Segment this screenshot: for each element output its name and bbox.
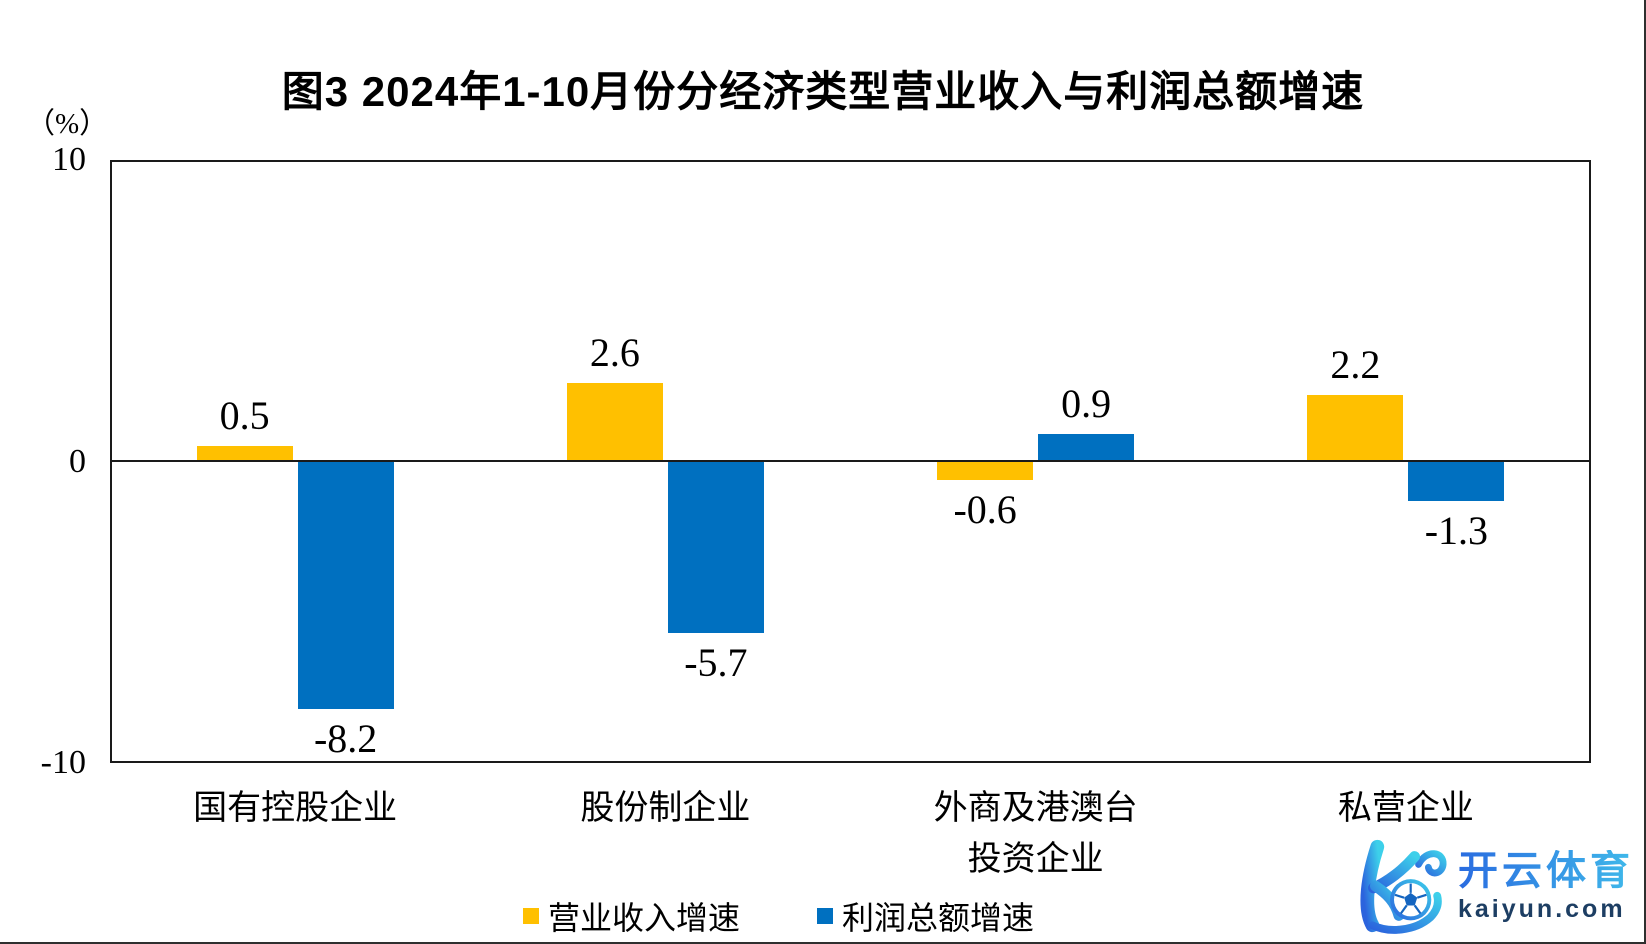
category-label-group3: 外商及港澳台 投资企业 xyxy=(933,790,1138,878)
y-axis-unit-label: （%） xyxy=(26,108,109,140)
bar-series2-group1 xyxy=(297,461,394,709)
legend-label-profit: 利润总额增速 xyxy=(842,900,1035,936)
bar-value-label-series2-group3: 0.9 xyxy=(1061,381,1112,427)
bar-value-label-series1-group3: -0.6 xyxy=(953,486,1017,532)
legend-swatch-profit xyxy=(817,908,833,924)
bar-series1-group1 xyxy=(196,446,293,462)
bar-value-label-series2-group2: -5.7 xyxy=(684,640,748,686)
bar-series1-group3 xyxy=(937,461,1034,480)
y-axis-tick--10: -10 xyxy=(40,744,86,781)
watermark-domain: kaiyun.com xyxy=(1458,894,1626,923)
bar-series1-group2 xyxy=(566,383,663,462)
watermark-text: 开云体育 kaiyun.com xyxy=(1458,850,1634,922)
kaiyun-logo-icon xyxy=(1360,839,1447,934)
bar-value-label-series2-group4: -1.3 xyxy=(1424,507,1489,553)
category-label-group2: 股份制企业 xyxy=(580,790,751,827)
legend-item-revenue: 营业收入增速 xyxy=(523,893,740,939)
bar-value-label-series1-group4: 2.2 xyxy=(1330,342,1381,388)
legend-swatch-revenue xyxy=(523,908,539,924)
legend-label-revenue: 营业收入增速 xyxy=(548,900,741,936)
category-label-group4: 私营企业 xyxy=(1337,790,1474,827)
y-axis-tick-10: 10 xyxy=(52,141,86,178)
zero-baseline xyxy=(110,460,1591,462)
bar-value-label-series1-group2: 2.6 xyxy=(589,330,640,376)
watermark-brand: 开云体育 xyxy=(1458,848,1634,893)
bar-series1-group4 xyxy=(1307,395,1404,462)
legend-item-profit: 利润总额增速 xyxy=(817,893,1034,939)
watermark[interactable]: 开云体育 kaiyun.com xyxy=(1340,836,1634,936)
chart-title: 图3 2024年1-10月份分经济类型营业收入与利润总额增速 xyxy=(281,68,1365,115)
bar-series2-group2 xyxy=(667,461,764,634)
y-axis-tick-0: 0 xyxy=(69,442,86,480)
category-label-group1: 国有控股企业 xyxy=(193,790,398,827)
bar-series2-group3 xyxy=(1038,434,1135,462)
bar-value-label-series1-group1: 0.5 xyxy=(219,393,270,439)
bar-series2-group4 xyxy=(1408,461,1505,501)
bar-value-label-series2-group1: -8.2 xyxy=(313,715,378,761)
